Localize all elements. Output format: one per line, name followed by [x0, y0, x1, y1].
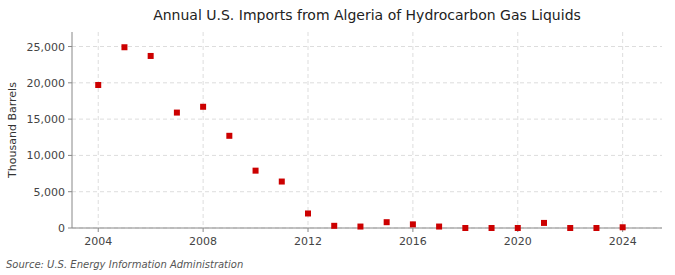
point	[357, 224, 363, 230]
point	[541, 220, 547, 226]
y-tick-label: 10,000	[27, 149, 66, 162]
point	[200, 104, 206, 110]
x-grid-line	[308, 32, 309, 228]
y-tick-label: 25,000	[27, 41, 66, 54]
points	[95, 44, 625, 231]
x-tick-label: 2024	[609, 235, 637, 248]
axes: 0 5,000 10,000 15,000 20,000 25,000 2004 2008 20…	[27, 32, 663, 248]
point	[489, 225, 495, 231]
y-axis-label: Thousand Barrels	[6, 82, 19, 179]
point	[567, 225, 573, 231]
point	[305, 210, 311, 216]
y-grid-line	[72, 119, 662, 120]
point	[515, 225, 521, 231]
point	[462, 225, 468, 231]
y-tick	[68, 119, 72, 120]
x-grid-line	[412, 32, 413, 228]
chart: Annual U.S. Imports from Algeria of Hydr…	[0, 0, 675, 275]
point	[95, 82, 101, 88]
point	[410, 221, 416, 227]
x-grid-line	[622, 32, 623, 228]
x-tick	[98, 228, 99, 232]
x-tick-label: 2016	[399, 235, 427, 248]
x-grid-line	[517, 32, 518, 228]
y-grid-line	[72, 228, 662, 229]
point	[620, 224, 626, 230]
x-tick-label: 2012	[294, 235, 322, 248]
y-tick	[68, 82, 72, 83]
y-tick-label: 0	[58, 222, 65, 235]
x-grid-line	[203, 32, 204, 228]
x-tick-label: 2008	[189, 235, 217, 248]
x-tick-label: 2020	[504, 235, 532, 248]
point	[148, 53, 154, 59]
x-axis-line	[72, 228, 662, 229]
point	[226, 133, 232, 139]
y-tick-label: 20,000	[27, 77, 66, 90]
x-tick-label: 2004	[84, 235, 112, 248]
y-grid-line	[72, 191, 662, 192]
point	[253, 168, 259, 174]
grid	[72, 32, 662, 228]
point	[331, 223, 337, 229]
point	[279, 179, 285, 185]
y-tick	[68, 191, 72, 192]
y-tick-label: 15,000	[27, 113, 66, 126]
x-tick	[203, 228, 204, 232]
point	[174, 110, 180, 116]
y-grid-line	[72, 82, 662, 83]
point	[436, 224, 442, 230]
y-tick	[68, 46, 72, 47]
point	[121, 44, 127, 50]
point	[384, 219, 390, 225]
x-tick	[308, 228, 309, 232]
x-grid-line	[98, 32, 99, 228]
y-tick	[68, 228, 72, 229]
y-tick-label: 5,000	[34, 186, 66, 199]
y-grid-line	[72, 155, 662, 156]
point	[593, 225, 599, 231]
y-axis-line	[72, 32, 73, 228]
x-tick	[412, 228, 413, 232]
y-grid-line	[72, 46, 662, 47]
title: Annual U.S. Imports from Algeria of Hydr…	[153, 7, 581, 23]
y-tick	[68, 155, 72, 156]
source-note: Source: U.S. Energy Information Administ…	[6, 259, 243, 270]
